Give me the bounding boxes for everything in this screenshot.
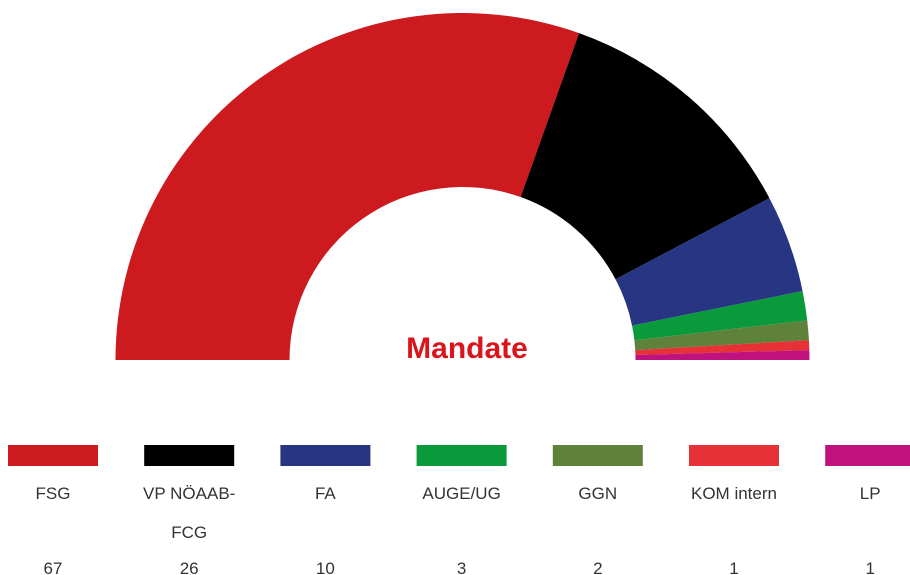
legend-swatch: [416, 445, 507, 466]
value-label: 1: [865, 559, 875, 575]
segment: [635, 340, 810, 356]
legend-swatch: [144, 445, 235, 466]
legend-label: GGN: [578, 484, 618, 503]
segment: [115, 13, 580, 361]
value-label: 26: [179, 559, 199, 575]
segment: [634, 320, 809, 351]
legend-swatch: [552, 445, 643, 466]
legend-label: FSG: [35, 484, 71, 503]
legend-swatch: [280, 445, 371, 466]
legend-label: AUGE/UG: [422, 484, 501, 503]
value-label: 2: [593, 559, 603, 575]
legend-label: VP NÖAAB-FCG: [143, 484, 236, 542]
segment: [632, 291, 808, 341]
legend-swatch: [689, 445, 779, 466]
legend-label: FA: [314, 484, 336, 503]
value-label: 1: [729, 559, 739, 575]
legend-swatch: [825, 445, 910, 466]
legend-swatch: [8, 445, 98, 466]
value-label: 67: [43, 559, 63, 575]
segment: [635, 350, 810, 360]
legend-label: KOM intern: [691, 484, 777, 503]
value-label: 10: [315, 559, 335, 575]
chart-title: Mandate: [406, 332, 528, 365]
value-label: 3: [456, 559, 467, 575]
legend-label: LP: [859, 484, 881, 503]
segment: [615, 198, 803, 326]
segment: [520, 33, 770, 280]
